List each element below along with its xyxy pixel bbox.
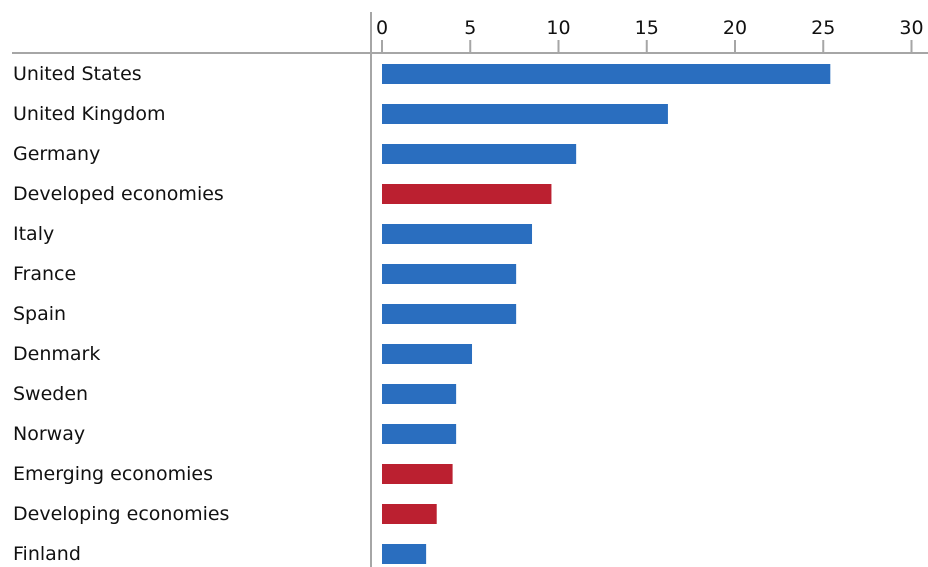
category-label: Developing economies bbox=[13, 503, 229, 525]
x-tick-label: 15 bbox=[635, 17, 659, 39]
bar bbox=[382, 224, 533, 244]
category-label: United States bbox=[13, 63, 142, 85]
bar bbox=[382, 344, 473, 364]
x-tick-label: 30 bbox=[899, 17, 923, 39]
x-tick-label: 5 bbox=[464, 17, 476, 39]
x-tick-label: 25 bbox=[811, 17, 835, 39]
category-label: Germany bbox=[13, 143, 100, 165]
category-label: Norway bbox=[13, 423, 85, 445]
category-label: Finland bbox=[13, 543, 81, 565]
bar bbox=[382, 104, 668, 124]
x-axis-ticks: 0 5 10 15 20 25 30 bbox=[376, 17, 924, 53]
bar bbox=[382, 64, 831, 84]
bar bbox=[382, 144, 577, 164]
category-label: Developed economies bbox=[13, 183, 224, 205]
category-label: Italy bbox=[13, 223, 54, 245]
category-label: France bbox=[13, 263, 76, 285]
bar bbox=[382, 384, 457, 404]
bar bbox=[382, 544, 427, 564]
category-label: Denmark bbox=[13, 343, 100, 365]
x-tick-label: 0 bbox=[376, 17, 388, 39]
bar bbox=[382, 504, 437, 524]
x-tick-label: 20 bbox=[723, 17, 747, 39]
x-tick-label: 10 bbox=[546, 17, 570, 39]
bars bbox=[382, 64, 831, 564]
bar bbox=[382, 184, 552, 204]
bar bbox=[382, 424, 457, 444]
category-label: Sweden bbox=[13, 383, 88, 405]
category-label: United Kingdom bbox=[13, 103, 166, 125]
bar bbox=[382, 304, 517, 324]
category-label: Emerging economies bbox=[13, 463, 213, 485]
category-label: Spain bbox=[13, 303, 66, 325]
category-labels: United States United Kingdom Germany Develo… bbox=[13, 63, 229, 565]
bar bbox=[382, 264, 517, 284]
bar bbox=[382, 464, 453, 484]
